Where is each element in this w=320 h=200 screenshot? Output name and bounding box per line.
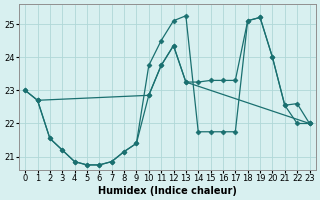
X-axis label: Humidex (Indice chaleur): Humidex (Indice chaleur) bbox=[98, 186, 237, 196]
